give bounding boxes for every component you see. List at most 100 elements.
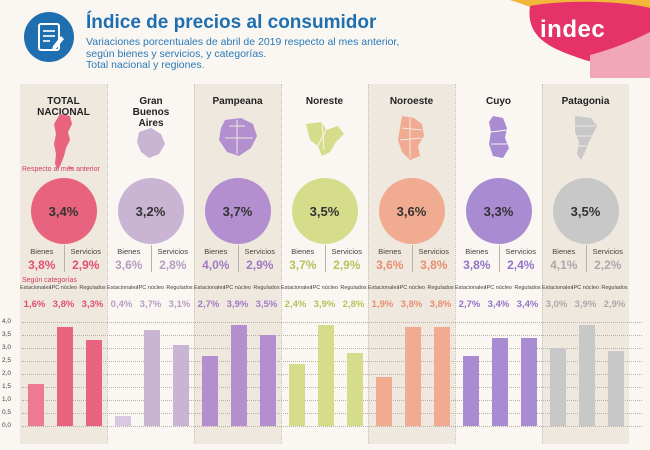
column-divider <box>194 84 195 444</box>
bar-noreste-estacionales <box>289 363 305 426</box>
region-name: TOTAL NACIONAL <box>37 96 90 118</box>
cat-value-regulados: 3,3% <box>81 299 104 310</box>
category-values: Estacionales 1,9% IPC núcleo 3,8% Regulado… <box>368 285 455 315</box>
bienes-servicios: Bienes 4,1% Servicios 2,2% <box>542 245 629 273</box>
cuyo-map-icon <box>488 116 509 158</box>
cat-value-estacionales: 3,0% <box>545 299 568 310</box>
bar-total-nacional-estacionales <box>28 384 44 426</box>
column-divider <box>368 84 369 444</box>
total-circle: 3,5% <box>291 178 358 244</box>
servicios-label: Servicios <box>418 247 449 256</box>
servicios-value: 2,4% <box>507 258 535 272</box>
subtitle-line: según bienes y servicios, y categorías. <box>86 47 267 60</box>
bienes-servicios: Bienes 3,6% Servicios 2,8% <box>107 245 194 273</box>
cat-label-regulados: Regulados <box>340 285 367 291</box>
bienes-value: 4,1% <box>550 258 578 272</box>
cat-value-estacionales: 2,4% <box>284 299 307 310</box>
y-tick-label: 2,5 <box>2 357 12 364</box>
y-tick-label: 3,0 <box>2 344 12 351</box>
indec-logo: indec <box>540 16 606 43</box>
bienes-servicios: Bienes 3,6% Servicios 3,8% <box>368 245 455 273</box>
category-values: Estacionales 3,0% IPC núcleo 3,9% Regulado… <box>542 285 629 315</box>
servicios-value: 2,8% <box>159 258 187 272</box>
region-name: Gran Buenos Aires <box>132 96 170 129</box>
bar-noreste-regulados <box>347 353 363 426</box>
document-pencil-icon <box>24 12 74 62</box>
cat-label-nucleo: IPC núcleo <box>224 285 251 291</box>
cat-label-regulados: Regulados <box>427 285 454 291</box>
region-name: Noroeste <box>389 96 434 107</box>
bienes-value: 3,6% <box>376 258 404 272</box>
cat-label-nucleo: IPC núcleo <box>398 285 425 291</box>
patagonia-map-icon <box>574 116 597 160</box>
cat-value-nucleo: 3,9% <box>226 299 249 310</box>
gridline <box>22 322 642 323</box>
total-circle: 3,2% <box>117 178 184 244</box>
bar-noroeste-ipc-núcleo <box>405 327 421 426</box>
column-divider <box>107 84 108 444</box>
bienes-servicios: Bienes 4,0% Servicios 2,9% <box>194 245 281 273</box>
cat-label-regulados: Regulados <box>79 285 106 291</box>
servicios-label: Servicios <box>505 247 536 256</box>
cat-label-estacionales: Estacionales <box>20 285 52 291</box>
cat-value-nucleo: 3,9% <box>313 299 336 310</box>
total-circle: 3,7% <box>204 178 271 244</box>
cat-label-estacionales: Estacionales <box>368 285 400 291</box>
cat-label-estacionales: Estacionales <box>194 285 226 291</box>
region-column-gran-buenos-aires: Gran Buenos Aires 3,2% Bienes 3,6% Servic… <box>107 84 194 444</box>
bienes-servicios: Bienes 3,8% Servicios 2,4% <box>455 245 542 273</box>
cat-value-regulados: 3,1% <box>168 299 191 310</box>
cat-label-regulados: Regulados <box>253 285 280 291</box>
bar-pampeana-regulados <box>260 335 276 426</box>
column-divider <box>281 84 282 444</box>
page-title: Índice de precios al consumidor <box>86 12 377 33</box>
servicios-value: 2,2% <box>594 258 622 272</box>
servicios-label: Servicios <box>157 247 188 256</box>
column-divider <box>542 84 543 444</box>
servicios-label: Servicios <box>331 247 362 256</box>
cat-label-regulados: Regulados <box>166 285 193 291</box>
cat-label-nucleo: IPC núcleo <box>311 285 338 291</box>
cat-value-regulados: 3,4% <box>516 299 539 310</box>
cat-label-estacionales: Estacionales <box>107 285 139 291</box>
y-tick-label: 0,0 <box>2 422 12 429</box>
y-tick-label: 1,0 <box>2 396 12 403</box>
bienes-label: Bienes <box>465 247 489 256</box>
servicios-value: 2,9% <box>333 258 361 272</box>
y-tick-label: 0,5 <box>2 409 12 416</box>
bar-cuyo-estacionales <box>463 355 479 426</box>
gridline <box>22 426 642 427</box>
cat-label-nucleo: IPC núcleo <box>50 285 77 291</box>
bar-gran-buenos-aires-regulados <box>173 345 189 426</box>
indec-logo-shapes <box>510 0 650 78</box>
bar-gran-buenos-aires-estacionales <box>115 415 131 426</box>
bienes-servicios: Bienes 3,7% Servicios 2,9% <box>281 245 368 273</box>
total-circle: 3,5% <box>552 178 619 244</box>
bienes-value: 3,7% <box>289 258 317 272</box>
region-name: Noreste <box>305 96 344 107</box>
bienes-servicios: Bienes 3,8% Servicios 2,9% <box>20 245 107 273</box>
servicios-label: Servicios <box>244 247 275 256</box>
bienes-value: 3,8% <box>28 258 56 272</box>
region-column-pampeana: Pampeana 3,7% Bienes 4,0% Servicios 2,9% E… <box>194 84 281 444</box>
noroeste-map-icon <box>397 116 424 160</box>
servicios-label: Servicios <box>70 247 101 256</box>
subtitle-line: Variaciones porcentuales de abril de 201… <box>86 36 400 48</box>
region-column-cuyo: Cuyo 3,3% Bienes 3,8% Servicios 2,4% Estac… <box>455 84 542 444</box>
cat-value-nucleo: 3,9% <box>574 299 597 310</box>
bienes-value: 3,6% <box>115 258 143 272</box>
servicios-value: 2,9% <box>246 258 274 272</box>
bienes-label: Bienes <box>291 247 315 256</box>
page-subtitle: Variaciones porcentuales de abril de 201… <box>86 36 446 72</box>
gba-map-icon <box>136 128 165 158</box>
bar-noroeste-regulados <box>434 327 450 426</box>
bar-patagonia-estacionales <box>550 348 566 426</box>
category-values: Estacionales 2,7% IPC núcleo 3,4% Regulado… <box>455 285 542 315</box>
cat-value-regulados: 2,8% <box>342 299 365 310</box>
subtitle-line: Total nacional y regiones. <box>86 59 205 71</box>
y-tick-label: 4,0 <box>2 318 12 325</box>
bienes-value: 4,0% <box>202 258 230 272</box>
region-name: Cuyo <box>486 96 511 107</box>
cat-value-estacionales: 1,6% <box>23 299 46 310</box>
region-name: Patagonia <box>561 96 610 107</box>
